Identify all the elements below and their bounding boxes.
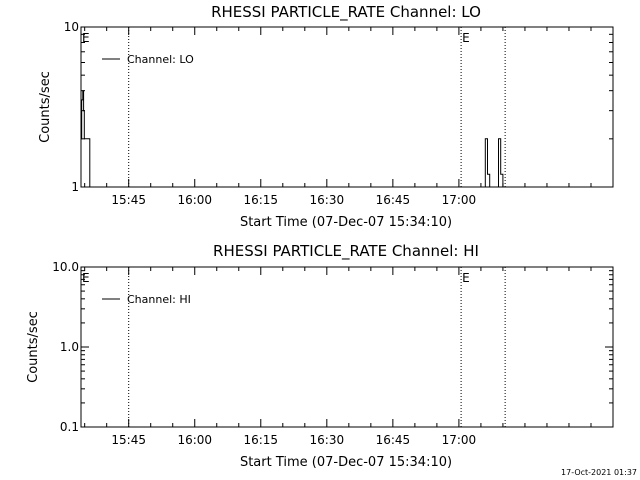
plot-frame-hi bbox=[80, 266, 614, 428]
x-tick-label: 15:45 bbox=[111, 433, 146, 447]
x-tick-label: 16:30 bbox=[310, 433, 345, 447]
ylabel-hi: Counts/sec bbox=[26, 311, 41, 383]
y-tick-label: 1.0 bbox=[60, 340, 79, 354]
y-tick-label: 1 bbox=[71, 180, 79, 194]
panel-lo: RHESSI PARTICLE_RATE Channel: LO Counts/… bbox=[38, 3, 614, 230]
x-tick-label: 16:00 bbox=[177, 193, 212, 207]
event-marker-label: E bbox=[462, 271, 470, 285]
chart-title-lo: RHESSI PARTICLE_RATE Channel: LO bbox=[211, 3, 481, 22]
panel-hi: RHESSI PARTICLE_RATE Channel: HI Counts/… bbox=[26, 242, 614, 470]
x-tick-label: 16:15 bbox=[243, 433, 278, 447]
event-marker-label: E bbox=[462, 31, 470, 45]
x-tick-label: 17:00 bbox=[442, 193, 477, 207]
legend-label: Channel: LO bbox=[127, 53, 194, 66]
series-line-lo bbox=[81, 90, 506, 188]
x-tick-label: 16:45 bbox=[376, 433, 411, 447]
chart-title-hi: RHESSI PARTICLE_RATE Channel: HI bbox=[213, 242, 479, 261]
timestamp-stamp: 17-Oct-2021 01:37 bbox=[561, 468, 637, 477]
ylabel-lo: Counts/sec bbox=[38, 71, 53, 143]
x-tick-label: 16:15 bbox=[243, 193, 278, 207]
legend-label: Channel: HI bbox=[127, 293, 191, 306]
y-tick-label: 10.0 bbox=[52, 260, 79, 274]
event-marker-label: E bbox=[82, 31, 90, 45]
y-tick-label: 10 bbox=[64, 20, 79, 34]
plot-area-hi: 15:45 16:00 16:15 16:30 16:45 17:00 0.1 1.0 10.0… bbox=[52, 260, 614, 447]
x-tick-label: 16:30 bbox=[310, 193, 345, 207]
x-tick-label: 16:00 bbox=[177, 433, 212, 447]
event-marker-label: E bbox=[82, 271, 90, 285]
xlabel-hi: Start Time (07-Dec-07 15:34:10) bbox=[240, 455, 452, 470]
plot-frame-lo bbox=[80, 26, 614, 188]
y-tick-label: 0.1 bbox=[60, 420, 79, 434]
x-tick-label: 16:45 bbox=[376, 193, 411, 207]
xlabel-lo: Start Time (07-Dec-07 15:34:10) bbox=[240, 215, 452, 230]
x-tick-label: 17:00 bbox=[442, 433, 477, 447]
x-tick-label: 15:45 bbox=[111, 193, 146, 207]
